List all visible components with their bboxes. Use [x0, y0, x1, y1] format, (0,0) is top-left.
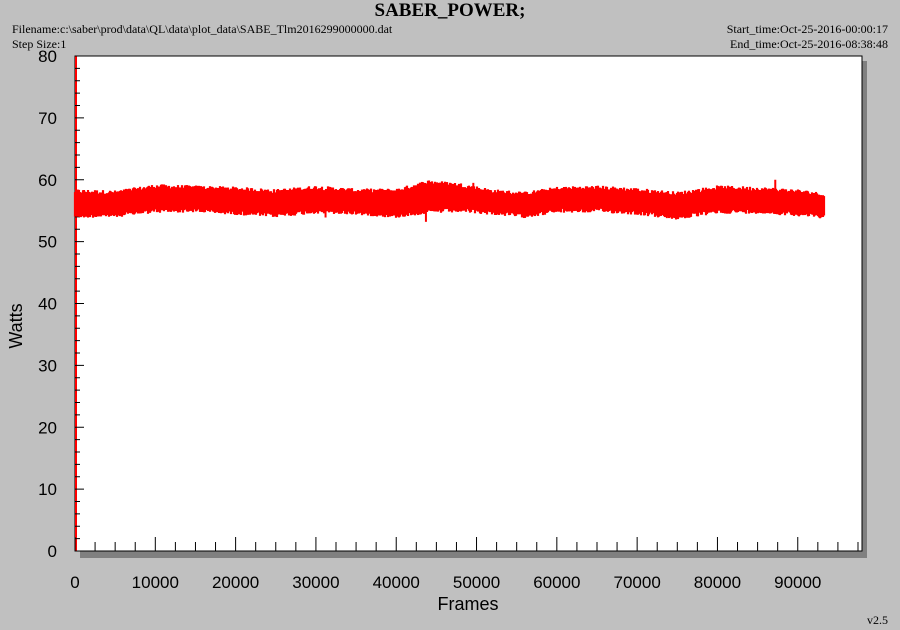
- plot-area: [74, 55, 863, 552]
- y-tick-label: 40: [38, 295, 57, 314]
- filename-label: Filename:c:\saber\prod\data\QL\data\plot…: [12, 22, 393, 36]
- x-axis-title: Frames: [437, 594, 498, 614]
- y-tick-label: 80: [38, 47, 57, 66]
- x-tick-label: 30000: [292, 573, 339, 592]
- y-tick-label: 60: [38, 171, 57, 190]
- y-tick-label: 0: [48, 542, 57, 561]
- y-tick-label: 20: [38, 418, 57, 437]
- series-watts: [73, 179, 826, 222]
- y-tick-label: 50: [38, 233, 57, 252]
- version-label: v2.5: [867, 613, 888, 627]
- step-size-label: Step Size:1: [12, 37, 67, 51]
- x-tick-label: 80000: [694, 573, 741, 592]
- x-tick-label: 90000: [774, 573, 821, 592]
- x-tick-label: 10000: [132, 573, 179, 592]
- y-tick-label: 70: [38, 109, 57, 128]
- x-axis: 0 10000 20000 30000 40000 50000 60000 70000 8000…: [70, 537, 859, 592]
- end-time-label: End_time:Oct-25-2016-08:38:48: [730, 37, 888, 51]
- start-time-label: Start_time:Oct-25-2016-00:00:17: [726, 22, 888, 36]
- x-tick-label: 0: [70, 573, 79, 592]
- x-tick-label: 40000: [373, 573, 420, 592]
- y-tick-label: 10: [38, 480, 57, 499]
- y-axis-title: Watts: [6, 303, 26, 348]
- plot-title: SABER_POWER;: [374, 0, 526, 21]
- x-tick-label: 60000: [533, 573, 580, 592]
- y-tick-label: 30: [38, 356, 57, 375]
- y-axis: 0 10 20 30 40 50 60 70 80: [38, 47, 84, 561]
- x-tick-label: 50000: [453, 573, 500, 592]
- x-tick-label: 20000: [212, 573, 259, 592]
- x-tick-label: 70000: [614, 573, 661, 592]
